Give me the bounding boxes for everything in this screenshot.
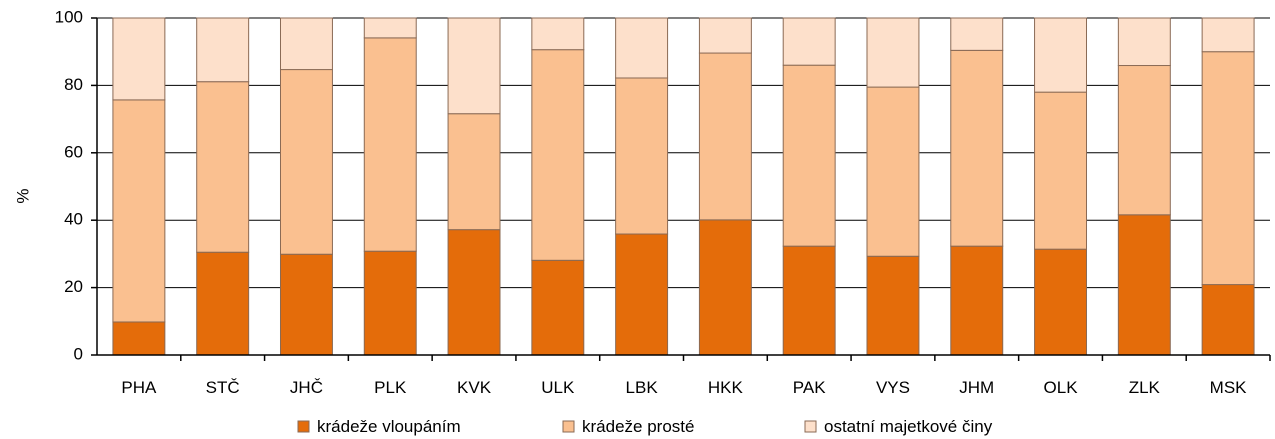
y-tick-labels: 0 20 40 60 80 100 — [55, 7, 97, 363]
x-tick-label: OLK — [1044, 378, 1079, 397]
legend-swatch — [562, 420, 575, 433]
x-tick-label: KVK — [457, 378, 492, 397]
bar-segment-JHM-1 — [950, 49, 1004, 247]
bar-segment-PHA-2 — [112, 17, 166, 101]
y-axis-label: % — [13, 188, 32, 203]
bar-segment-JHČ-2 — [279, 17, 333, 71]
y-tick-label: 80 — [64, 75, 83, 94]
y-tick-label: 20 — [64, 277, 83, 296]
x-tick-label: PHA — [121, 378, 157, 397]
bar-segment-PAK-2 — [782, 17, 836, 66]
bar-segment-MSK-1 — [1201, 51, 1255, 286]
legend-label: ostatní majetkové činy — [824, 417, 993, 436]
x-tick-label: HKK — [708, 378, 744, 397]
y-tick-label: 40 — [64, 210, 83, 229]
bar-segment-MSK-2 — [1201, 17, 1255, 53]
bar-segment-STČ-1 — [196, 81, 250, 253]
bar-segment-PLK-1 — [363, 37, 417, 252]
gridlines — [97, 17, 1270, 289]
bar-segment-KVK-1 — [447, 113, 501, 231]
bar-segment-LBK-2 — [615, 17, 669, 79]
legend-label: krádeže vloupáním — [317, 417, 461, 436]
bar-segment-PAK-1 — [782, 64, 836, 247]
x-tick-label: LBK — [626, 378, 659, 397]
bar-segment-JHČ-0 — [279, 253, 333, 356]
bar-segment-HKK-0 — [698, 219, 752, 356]
bar-segment-PHA-1 — [112, 99, 166, 323]
legend-swatch — [297, 420, 310, 433]
bar-segment-STČ-0 — [196, 251, 250, 356]
y-tick-label: 60 — [64, 142, 83, 161]
y-tick-label: 100 — [55, 7, 83, 26]
bar-segment-OLK-0 — [1034, 248, 1088, 356]
bar-segment-ULK-1 — [531, 49, 585, 261]
legend: krádeže vloupáním krádeže prosté ostatní m… — [297, 417, 993, 436]
axes — [96, 18, 1270, 356]
legend-label: krádeže prosté — [582, 417, 694, 436]
bar-segment-PAK-0 — [782, 245, 836, 356]
bar-segment-HKK-1 — [698, 52, 752, 221]
bar-segment-PLK-0 — [363, 250, 417, 356]
x-tick-label: JHM — [959, 378, 994, 397]
bar-segment-ZLK-1 — [1117, 65, 1171, 216]
bar-segment-STČ-2 — [196, 17, 250, 83]
bar-segment-LBK-1 — [615, 77, 669, 235]
bar-segment-OLK-1 — [1034, 91, 1088, 250]
bar-segment-VYS-2 — [866, 17, 920, 88]
bar-segment-KVK-0 — [447, 229, 501, 356]
bar-segment-ZLK-2 — [1117, 17, 1171, 67]
bar-segment-PLK-2 — [363, 17, 417, 39]
x-tick-label: ULK — [541, 378, 575, 397]
x-tick-label: STČ — [206, 378, 240, 397]
x-tick-label: ZLK — [1129, 378, 1161, 397]
bar-segment-JHM-0 — [950, 245, 1004, 356]
x-tick-labels: PHA STČ JHČ PLK KVK ULK LBK HKK PAK VYS JHM OLK ZLK M… — [121, 355, 1271, 397]
bar-segment-VYS-1 — [866, 86, 920, 257]
bar-segment-LBK-0 — [615, 233, 669, 356]
x-tick-label: MSK — [1210, 378, 1248, 397]
x-tick-label: PAK — [793, 378, 826, 397]
y-tick-label: 0 — [74, 344, 83, 363]
x-tick-label: VYS — [876, 378, 910, 397]
bar-segment-KVK-2 — [447, 17, 501, 115]
bar-segment-JHM-2 — [950, 17, 1004, 51]
bar-segment-PHA-0 — [112, 321, 166, 356]
legend-swatch — [804, 420, 817, 433]
bar-segment-ULK-0 — [531, 259, 585, 356]
bar-segment-ZLK-0 — [1117, 214, 1171, 356]
bar-segment-MSK-0 — [1201, 284, 1255, 356]
bars — [112, 17, 1255, 356]
bar-segment-ULK-2 — [531, 17, 585, 51]
bar-segment-OLK-2 — [1034, 17, 1088, 93]
x-tick-label: JHČ — [290, 378, 323, 397]
bar-segment-HKK-2 — [698, 17, 752, 54]
bar-segment-VYS-0 — [866, 255, 920, 356]
bar-segment-JHČ-1 — [279, 69, 333, 255]
x-tick-label: PLK — [374, 378, 407, 397]
